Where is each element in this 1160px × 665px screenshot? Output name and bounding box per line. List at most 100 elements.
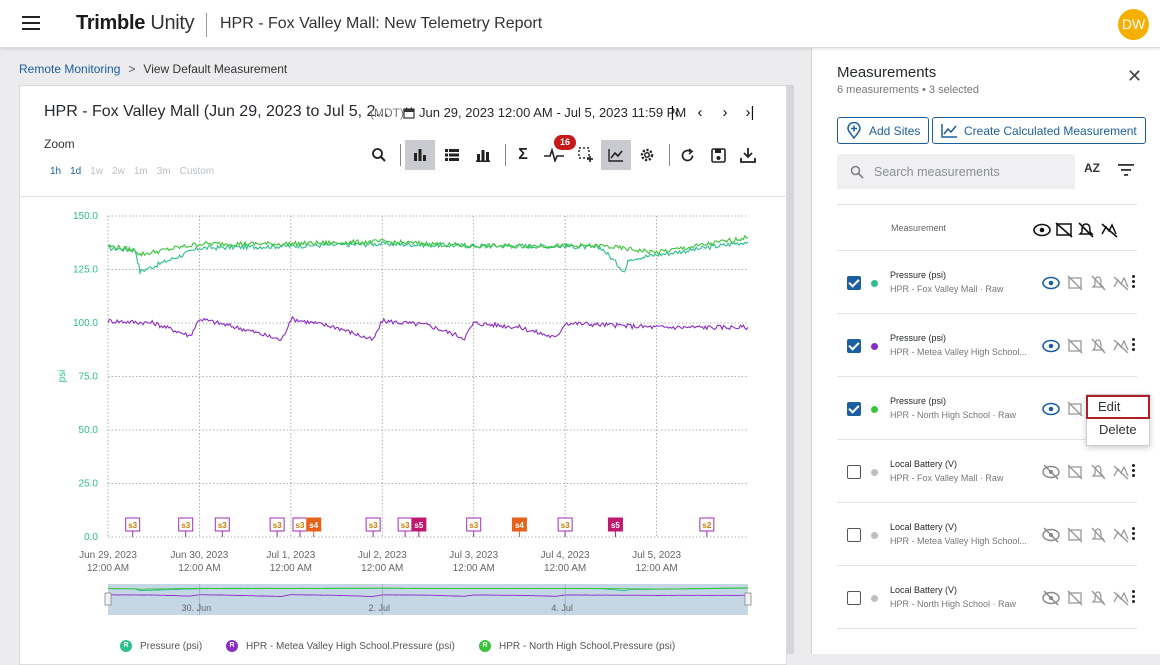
visible-eye-icon[interactable] xyxy=(1042,274,1060,292)
zoom-custom[interactable]: Custom xyxy=(179,166,215,177)
zoom-1d[interactable]: 1d xyxy=(70,166,82,177)
trend-off-icon[interactable] xyxy=(1112,589,1130,607)
telemetry-chart[interactable]: 150.0 125.0 100.0 75.0 50.0 25.0 0.0 psi Jun 29,… xyxy=(20,86,788,626)
event-marker[interactable] xyxy=(607,517,623,532)
close-icon[interactable]: ✕ xyxy=(1127,66,1143,86)
date-range[interactable]: Jun 29, 2023 12:00 AM - Jul 5, 2023 11:5… xyxy=(404,105,686,120)
y-tick-label: 50.0 xyxy=(79,425,99,436)
scrollbar[interactable] xyxy=(787,85,794,654)
measurement-row[interactable]: Pressure (psi) HPR - North High School · … xyxy=(837,378,1137,441)
prev-page-icon[interactable]: ‹ xyxy=(697,104,703,121)
event-marker[interactable] xyxy=(365,517,381,532)
event-marker[interactable] xyxy=(125,517,141,532)
alarm-off-icon[interactable] xyxy=(1089,589,1107,607)
zoom-3m[interactable]: 3m xyxy=(156,166,171,177)
zoom-1h[interactable]: 1h xyxy=(50,166,62,177)
more-options-icon[interactable] xyxy=(1132,590,1136,606)
hide-chart-icon[interactable] xyxy=(1066,337,1084,355)
series-line[interactable] xyxy=(107,315,749,342)
legend-item[interactable]: R HPR - North High School.Pressure (psi) xyxy=(479,640,675,652)
alarm-off-icon[interactable] xyxy=(1089,274,1107,292)
event-marker[interactable] xyxy=(699,517,715,532)
visible-eye-icon[interactable] xyxy=(1042,400,1060,418)
trend-off-icon[interactable] xyxy=(1112,337,1130,355)
measurement-checkbox[interactable] xyxy=(847,591,861,605)
search-input[interactable] xyxy=(872,163,1062,180)
sigma-icon[interactable]: Σ xyxy=(518,146,528,163)
alarm-off-icon[interactable] xyxy=(1089,337,1107,355)
pulse-icon[interactable] xyxy=(539,140,569,170)
last-page-icon[interactable]: ›| xyxy=(745,104,755,121)
hidden-eye-icon[interactable] xyxy=(1042,589,1060,607)
save-icon[interactable] xyxy=(703,140,733,170)
zoom-2w[interactable]: 2w xyxy=(112,166,125,177)
hide-chart-icon[interactable] xyxy=(1066,463,1084,481)
navigator-left-handle[interactable] xyxy=(104,592,112,606)
measurement-checkbox[interactable] xyxy=(847,339,861,353)
event-marker[interactable] xyxy=(411,517,427,532)
trend-off-icon[interactable] xyxy=(1112,526,1130,544)
download-icon[interactable] xyxy=(733,140,763,170)
bar-chart-icon[interactable] xyxy=(405,140,435,170)
hidden-eye-icon[interactable] xyxy=(1042,526,1060,544)
trend-off-icon[interactable] xyxy=(1112,463,1130,481)
stacked-bar-icon[interactable] xyxy=(468,140,498,170)
trend-off-icon[interactable] xyxy=(1112,274,1130,292)
navigator-right-handle[interactable] xyxy=(744,592,752,606)
measurement-checkbox[interactable] xyxy=(847,465,861,479)
event-marker[interactable] xyxy=(269,517,285,532)
alarm-off-icon[interactable] xyxy=(1089,526,1107,544)
sort-az-icon[interactable]: AZ xyxy=(1084,161,1100,175)
event-marker[interactable] xyxy=(214,517,230,532)
event-marker[interactable] xyxy=(557,517,573,532)
event-marker[interactable] xyxy=(306,517,322,532)
first-page-icon[interactable]: |‹ xyxy=(670,104,680,121)
hidden-eye-icon[interactable] xyxy=(1042,463,1060,481)
measurement-row[interactable]: Local Battery (V) HPR - North High School… xyxy=(837,567,1137,630)
more-options-icon[interactable] xyxy=(1132,527,1136,543)
add-sites-button[interactable]: Add Sites xyxy=(837,117,930,144)
hide-chart-icon[interactable] xyxy=(1066,400,1084,418)
zoom-1w[interactable]: 1w xyxy=(90,166,104,177)
y-axis-label: psi xyxy=(57,370,68,383)
hide-chart-icon[interactable] xyxy=(1066,526,1084,544)
measurement-row[interactable]: Local Battery (V) HPR - Metea Valley High… xyxy=(837,504,1137,567)
legend-item[interactable]: R HPR - Metea Valley High School.Pressure… xyxy=(226,640,455,652)
event-marker[interactable] xyxy=(466,517,482,532)
menu-icon[interactable] xyxy=(22,16,40,30)
filter-icon[interactable] xyxy=(1118,164,1134,176)
avatar[interactable]: DW xyxy=(1118,9,1149,40)
zoom-1m[interactable]: 1m xyxy=(133,166,148,177)
more-options-icon[interactable] xyxy=(1132,275,1136,291)
edit-menu-item[interactable]: Edit xyxy=(1086,395,1150,419)
delete-menu-item[interactable]: Delete xyxy=(1099,422,1137,437)
measurement-checkbox[interactable] xyxy=(847,276,861,290)
legend-item[interactable]: R Pressure (psi) xyxy=(120,640,202,652)
selection-icon[interactable] xyxy=(571,140,601,170)
alarm-off-icon[interactable] xyxy=(1089,463,1107,481)
measurement-checkbox[interactable] xyxy=(847,402,861,416)
visible-eye-icon[interactable] xyxy=(1042,337,1060,355)
search-icon[interactable] xyxy=(364,140,394,170)
list-icon[interactable] xyxy=(437,140,467,170)
measurement-checkbox[interactable] xyxy=(847,528,861,542)
refresh-icon[interactable] xyxy=(672,140,702,170)
brand-logo[interactable]: Trimble Unity xyxy=(76,12,195,35)
create-calculated-measurement-button[interactable]: Create Calculated Measurement xyxy=(932,117,1146,144)
breadcrumb-link[interactable]: Remote Monitoring xyxy=(19,62,121,76)
more-options-icon[interactable] xyxy=(1132,338,1136,354)
measurement-row[interactable]: Pressure (psi) HPR - Fox Valley Mall · Ra… xyxy=(837,252,1137,315)
search-field[interactable] xyxy=(837,154,1075,189)
calendar-icon[interactable] xyxy=(403,107,415,119)
gear-icon[interactable] xyxy=(632,140,662,170)
next-page-icon[interactable]: › xyxy=(722,104,728,121)
event-marker[interactable] xyxy=(178,517,194,532)
more-options-icon[interactable] xyxy=(1132,464,1136,480)
line-chart-icon[interactable] xyxy=(601,140,631,170)
hide-chart-icon[interactable] xyxy=(1066,589,1084,607)
event-marker[interactable] xyxy=(511,517,527,532)
series-line[interactable] xyxy=(107,234,749,257)
measurement-row[interactable]: Pressure (psi) HPR - Metea Valley High Sc… xyxy=(837,315,1137,378)
measurement-row[interactable]: Local Battery (V) HPR - Fox Valley Mall ·… xyxy=(837,441,1137,504)
hide-chart-icon[interactable] xyxy=(1066,274,1084,292)
